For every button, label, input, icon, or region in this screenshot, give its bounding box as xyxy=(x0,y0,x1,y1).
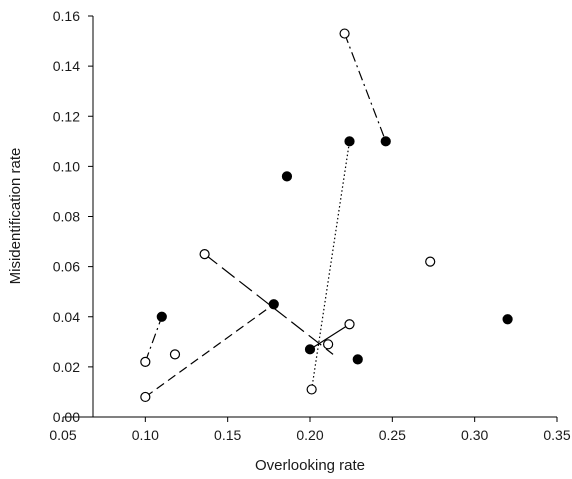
open-data-point xyxy=(344,319,355,330)
filled-data-point xyxy=(352,354,363,365)
axes xyxy=(63,16,557,418)
filled-data-point xyxy=(502,314,513,325)
x-axis-title: Overlooking rate xyxy=(255,457,365,474)
filled-data-point xyxy=(156,311,167,322)
open-data-point xyxy=(425,256,436,267)
y-tick-label: 0.08 xyxy=(53,209,80,225)
x-axis-ticks: 0.05 0.10 0.15 0.20 0.25 0.30 0.35 xyxy=(49,417,571,443)
y-tick-label: 0.14 xyxy=(53,58,80,74)
connector-line-dash-dot xyxy=(344,33,387,142)
connector-lines xyxy=(144,33,387,398)
y-tick-label: 0.04 xyxy=(53,309,80,325)
x-tick-label: 0.10 xyxy=(132,427,159,443)
open-data-point xyxy=(169,349,181,360)
data-points xyxy=(140,28,513,403)
x-tick-label: 0.35 xyxy=(543,427,570,443)
x-tick-label: 0.25 xyxy=(379,427,406,443)
filled-data-point xyxy=(304,344,316,355)
open-data-point xyxy=(199,248,210,260)
y-axis-ticks: 0.00 0.02 0.04 0.06 0.08 0.10 0.12 0.14 0.16 xyxy=(53,8,93,425)
y-tick-label: 0.06 xyxy=(53,259,80,275)
y-tick-label: 0.12 xyxy=(53,108,80,124)
open-data-point xyxy=(140,391,151,403)
x-tick-label: 0.20 xyxy=(296,427,323,443)
x-tick-label: 0.15 xyxy=(214,427,241,443)
open-data-point xyxy=(306,384,317,395)
connector-line-dotted xyxy=(311,141,351,390)
y-axis-title: Misidentification rate xyxy=(7,148,24,285)
open-data-point xyxy=(140,356,151,367)
y-tick-label: 0.00 xyxy=(53,409,80,425)
filled-data-point xyxy=(268,299,279,310)
x-tick-label: 0.30 xyxy=(461,427,488,443)
x-tick-label: 0.05 xyxy=(49,427,76,443)
connector-line-solid xyxy=(309,323,350,350)
y-tick-label: 0.10 xyxy=(53,158,80,174)
y-tick-label: 0.16 xyxy=(53,8,80,24)
open-data-point xyxy=(323,339,334,350)
filled-data-point xyxy=(344,136,355,147)
connector-line-dash-dot xyxy=(144,316,163,363)
open-data-point xyxy=(339,28,350,39)
y-tick-label: 0.02 xyxy=(53,359,80,375)
connector-line-dashed xyxy=(144,303,275,398)
filled-data-point xyxy=(380,136,391,147)
filled-data-point xyxy=(281,171,293,182)
